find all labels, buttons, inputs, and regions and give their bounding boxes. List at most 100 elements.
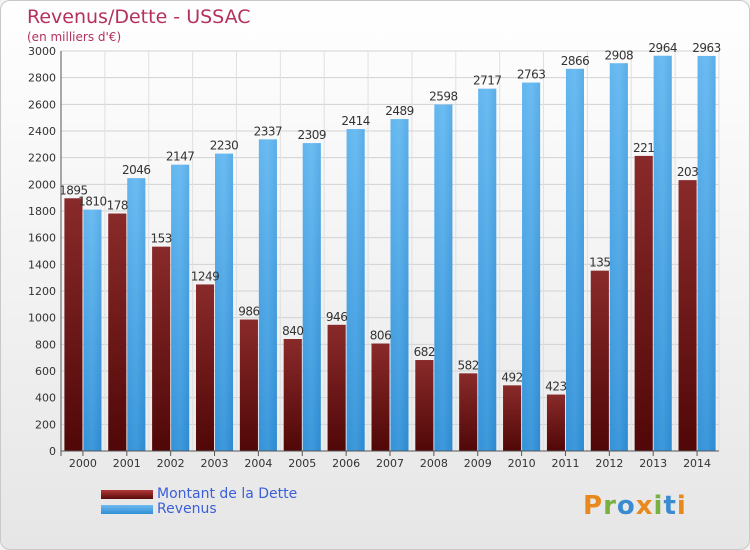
data-label-dette: 682 [414,345,435,359]
bar-revenus-shade [609,63,628,452]
legend: Montant de la Dette Revenus [101,487,297,517]
data-label-revenus: 2230 [210,139,239,153]
data-label-revenus: 2046 [122,163,151,177]
bar-dette-shade [64,198,83,451]
bar-dette-shade [239,319,258,451]
data-label-dette: 986 [238,305,259,319]
data-label-dette: 1249 [191,269,220,283]
y-tick-label: 200 [35,418,56,431]
y-tick-label: 2000 [28,178,56,191]
bar-revenus-shade [522,82,541,451]
y-tick-label: 400 [35,392,56,405]
x-tick-label: 2010 [508,457,536,470]
bar-dette-shade [371,343,390,451]
bar-dette-shade [678,180,697,451]
bar-dette-shade [546,394,565,451]
x-tick-label: 2005 [288,457,316,470]
bar-dette-shade [590,270,609,451]
y-tick-label: 2800 [28,72,56,85]
bar-revenus-shade [653,55,672,452]
bar-revenus-shade [346,129,365,451]
bar-dette-shade [152,246,171,451]
x-tick-label: 2007 [376,457,404,470]
data-label-dette: 582 [458,358,479,372]
legend-swatch-revenus [101,504,153,514]
data-label-revenus: 2964 [648,41,677,55]
x-tick-label: 2002 [157,457,185,470]
data-label-dette: 840 [282,324,303,338]
y-tick-label: 800 [35,338,56,351]
data-label-revenus: 2717 [473,74,502,88]
bar-revenus-shade [302,143,321,451]
bar-revenus-shade [478,88,497,451]
x-tick-label: 2004 [244,457,272,470]
data-label-revenus: 2598 [429,90,458,104]
bar-revenus-shade [258,139,277,451]
bar-dette-shade [459,373,478,451]
data-label-revenus: 2489 [385,104,414,118]
bar-dette-shade [634,155,653,451]
data-label-revenus: 2414 [341,114,370,128]
data-label-dette: 423 [545,380,566,394]
x-tick-label: 2013 [639,457,667,470]
data-label-revenus: 2866 [561,54,590,68]
chart-title: Revenus/Dette - USSAC [27,6,251,28]
y-tick-label: 1200 [28,285,56,298]
bar-dette-shade [196,284,215,451]
bar-revenus-shade [390,119,409,451]
data-label-revenus: 2337 [254,124,283,138]
x-tick-label: 2011 [551,457,579,470]
x-tick-label: 2014 [683,457,711,470]
y-tick-label: 1600 [28,232,56,245]
proxiti-logo: Proxiti [583,491,687,521]
y-tick-label: 2600 [28,98,56,111]
data-label-revenus: 2763 [517,68,546,82]
bar-revenus-shade [565,68,584,451]
data-label-revenus: 1810 [78,195,107,209]
x-tick-label: 2008 [420,457,448,470]
data-label-dette: 492 [501,370,522,384]
legend-item-dette: Montant de la Dette [101,487,297,502]
legend-item-revenus: Revenus [101,502,297,517]
data-label-dette: 806 [370,329,391,343]
bar-dette-shade [503,385,522,451]
bar-revenus-shade [434,104,453,451]
data-label-dette: 946 [326,310,347,324]
bar-dette-shade [327,324,346,451]
bar-dette-shade [283,339,302,451]
legend-label-revenus: Revenus [157,501,217,517]
bar-revenus-shade [697,55,716,451]
x-tick-label: 2003 [201,457,229,470]
y-tick-label: 1800 [28,205,56,218]
bar-revenus-shade [215,153,234,451]
data-label-dette: 153 [150,232,171,246]
chart-subtitle: (en milliers d'€) [27,30,122,44]
bar-dette-shade [415,360,434,451]
data-label-revenus: 2963 [692,41,721,55]
y-tick-label: 3000 [28,45,56,58]
data-label-revenus: 2147 [166,150,195,164]
legend-label-dette: Montant de la Dette [157,486,298,502]
y-tick-label: 1000 [28,312,56,325]
data-label-dette: 203 [677,165,698,179]
y-tick-label: 2200 [28,152,56,165]
data-label-revenus: 2908 [605,48,634,62]
x-tick-label: 2006 [332,457,360,470]
y-tick-label: 600 [35,365,56,378]
y-tick-label: 1400 [28,258,56,271]
legend-swatch-dette [101,489,153,499]
bar-revenus-shade [171,164,190,451]
data-label-dette: 221 [633,141,654,155]
data-label-dette: 135 [589,256,610,270]
x-tick-label: 2001 [113,457,141,470]
x-tick-label: 2000 [69,457,97,470]
bar-dette-shade [108,213,127,451]
x-tick-label: 2012 [595,457,623,470]
bar-revenus-shade [83,209,102,451]
y-tick-label: 2400 [28,125,56,138]
x-tick-label: 2009 [464,457,492,470]
data-label-dette: 1895 [59,183,88,197]
y-tick-label: 0 [49,445,56,458]
